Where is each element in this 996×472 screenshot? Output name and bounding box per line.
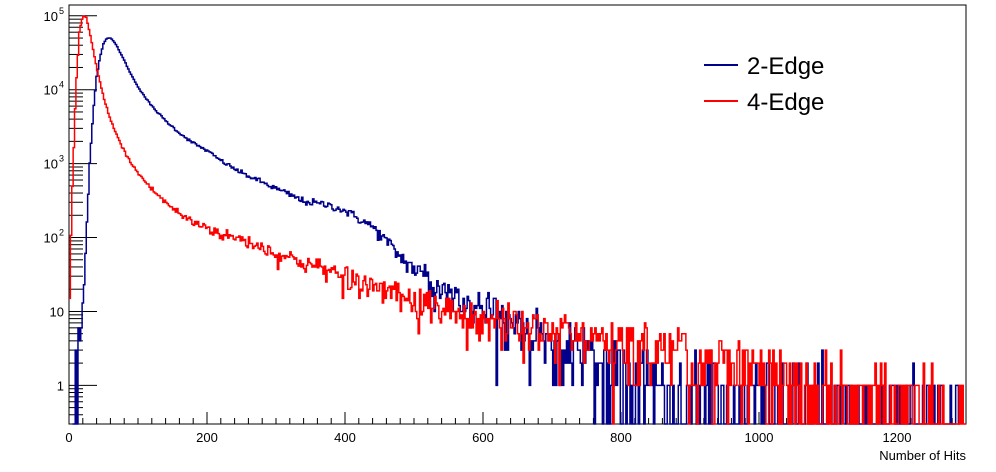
- y-tick-label-group: 10 3: [44, 154, 64, 172]
- x-tick-label: 0: [65, 430, 72, 445]
- x-tick-label: 200: [196, 430, 218, 445]
- y-tick-label-group: 10 4: [44, 80, 64, 98]
- y-tick-exponent: 5: [59, 6, 64, 16]
- legend: 2-Edge 4-Edge: [704, 53, 824, 116]
- x-tick-label: 1200: [883, 430, 912, 445]
- series-line-2-edge: [72, 37, 960, 425]
- y-tick-label: 10: [50, 304, 64, 319]
- x-tick-label: 600: [472, 430, 494, 445]
- legend-label: 2-Edge: [747, 53, 824, 80]
- legend-label: 4-Edge: [747, 89, 824, 116]
- x-axis-title: Number of Hits: [879, 448, 966, 463]
- x-tick-label: 800: [610, 430, 632, 445]
- y-tick-label: 1: [57, 378, 64, 393]
- y-tick-label-group: 10 5: [44, 6, 64, 24]
- y-tick-label-group: 10 2: [44, 228, 64, 246]
- x-axis: 0 200 400 600 800 1000 1200: [65, 412, 967, 445]
- series-layer: [69, 15, 966, 425]
- y-tick-exponent: 4: [59, 80, 64, 90]
- y-tick-label: 10: [44, 83, 58, 98]
- y-tick-exponent: 2: [59, 228, 64, 238]
- x-tick-label: 400: [334, 430, 356, 445]
- y-tick-label: 10: [44, 157, 58, 172]
- series-line-4-edge: [69, 15, 966, 425]
- x-tick-label: 1000: [745, 430, 774, 445]
- plot-frame: [68, 4, 967, 425]
- y-tick-label: 10: [44, 9, 58, 24]
- y-tick-label-group: 10: [50, 304, 64, 319]
- y-tick-label-group: 1: [57, 378, 64, 393]
- y-tick-exponent: 3: [59, 154, 64, 164]
- y-tick-label: 10: [44, 231, 58, 246]
